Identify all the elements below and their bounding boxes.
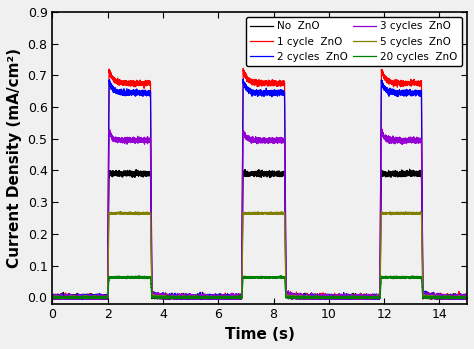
5 cycles  ZnO: [379, 211, 385, 216]
3 cycles  ZnO: [200, 296, 205, 300]
1 cycle  ZnO: [313, 295, 319, 299]
5 cycles  ZnO: [70, 295, 76, 299]
5 cycles  ZnO: [49, 295, 55, 299]
5 cycles  ZnO: [200, 295, 205, 299]
3 cycles  ZnO: [71, 294, 76, 298]
5 cycles  ZnO: [357, 295, 363, 299]
2 cycles  ZnO: [52, 297, 58, 301]
No  ZnO: [200, 293, 205, 297]
3 cycles  ZnO: [379, 132, 385, 136]
1 cycle  ZnO: [51, 297, 56, 301]
No  ZnO: [313, 296, 319, 300]
20 cycles  ZnO: [379, 275, 385, 279]
No  ZnO: [295, 294, 301, 298]
3 cycles  ZnO: [313, 295, 319, 299]
20 cycles  ZnO: [295, 296, 301, 300]
1 cycle  ZnO: [200, 296, 205, 300]
1 cycle  ZnO: [357, 296, 363, 300]
2 cycles  ZnO: [71, 293, 76, 297]
No  ZnO: [379, 174, 385, 178]
1 cycle  ZnO: [295, 295, 301, 299]
2 cycles  ZnO: [200, 295, 205, 299]
2 cycles  ZnO: [357, 294, 363, 298]
20 cycles  ZnO: [200, 295, 205, 299]
Line: 20 cycles  ZnO: 20 cycles ZnO: [52, 276, 467, 299]
3 cycles  ZnO: [295, 295, 301, 299]
No  ZnO: [407, 167, 412, 171]
2 cycles  ZnO: [313, 295, 319, 299]
20 cycles  ZnO: [49, 295, 55, 299]
5 cycles  ZnO: [313, 295, 319, 299]
5 cycles  ZnO: [464, 295, 470, 299]
3 cycles  ZnO: [49, 296, 55, 300]
20 cycles  ZnO: [313, 295, 319, 299]
Line: 2 cycles  ZnO: 2 cycles ZnO: [52, 79, 467, 299]
No  ZnO: [71, 295, 76, 299]
X-axis label: Time (s): Time (s): [225, 327, 295, 342]
5 cycles  ZnO: [118, 209, 124, 214]
2 cycles  ZnO: [464, 295, 470, 299]
3 cycles  ZnO: [51, 297, 57, 301]
2 cycles  ZnO: [379, 79, 385, 83]
3 cycles  ZnO: [357, 296, 363, 300]
20 cycles  ZnO: [70, 294, 76, 298]
Line: 1 cycle  ZnO: 1 cycle ZnO: [52, 68, 467, 299]
20 cycles  ZnO: [357, 296, 363, 300]
2 cycles  ZnO: [240, 77, 246, 81]
No  ZnO: [49, 295, 55, 299]
2 cycles  ZnO: [295, 295, 301, 299]
20 cycles  ZnO: [212, 297, 218, 301]
Line: 5 cycles  ZnO: 5 cycles ZnO: [52, 211, 467, 299]
1 cycle  ZnO: [240, 66, 246, 70]
No  ZnO: [464, 292, 470, 297]
Y-axis label: Current Density (mA/cm²): Current Density (mA/cm²): [7, 48, 22, 268]
No  ZnO: [357, 296, 363, 300]
20 cycles  ZnO: [464, 296, 470, 300]
1 cycle  ZnO: [379, 72, 385, 76]
2 cycles  ZnO: [49, 294, 55, 298]
1 cycle  ZnO: [71, 295, 76, 299]
No  ZnO: [50, 297, 56, 301]
1 cycle  ZnO: [49, 295, 55, 299]
3 cycles  ZnO: [379, 126, 384, 130]
1 cycle  ZnO: [464, 295, 470, 299]
Line: No  ZnO: No ZnO: [52, 169, 467, 299]
20 cycles  ZnO: [136, 274, 142, 278]
5 cycles  ZnO: [295, 295, 301, 299]
3 cycles  ZnO: [464, 294, 470, 298]
Line: 3 cycles  ZnO: 3 cycles ZnO: [52, 128, 467, 299]
Legend: No  ZnO, 1 cycle  ZnO, 2 cycles  ZnO, 3 cycles  ZnO, 5 cycles  ZnO, 20 cycles  Z: No ZnO, 1 cycle ZnO, 2 cycles ZnO, 3 cyc…: [246, 17, 462, 66]
5 cycles  ZnO: [78, 297, 83, 301]
